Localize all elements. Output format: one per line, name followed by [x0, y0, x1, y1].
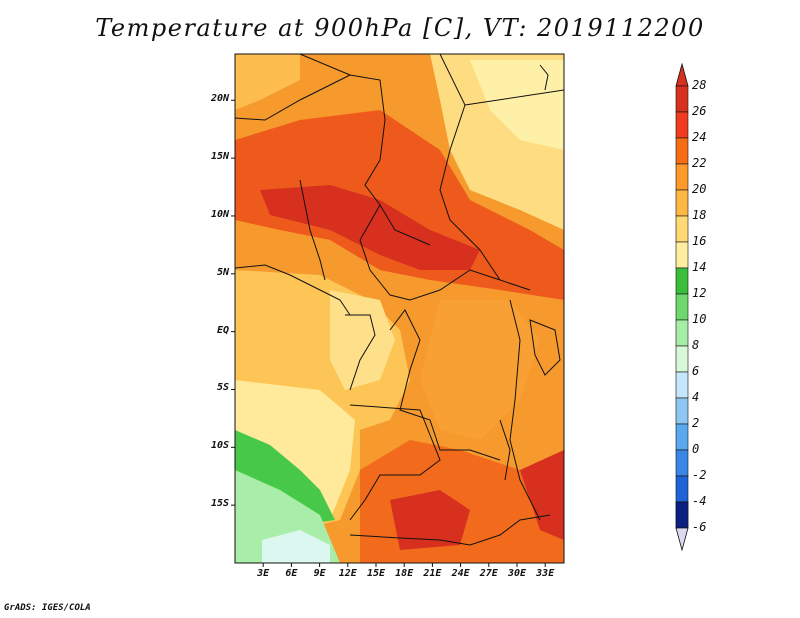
longitude-ticks: [262, 563, 546, 567]
colorbar-label-3: 22: [692, 156, 707, 170]
lon-label-0: 3E: [257, 568, 270, 579]
field-sw-cyan: [262, 530, 330, 563]
colorbar-box-15: [675, 475, 689, 503]
border-gulf-guinea: [235, 264, 351, 316]
colorbar-label-10: 8: [692, 338, 700, 352]
border-namibia-botswana: [349, 514, 551, 546]
lon-label-7: 24E: [451, 568, 470, 579]
colorbar-box-2: [675, 137, 689, 165]
colorbar-box-3: [675, 163, 689, 191]
lat-label-0: 20N: [210, 93, 229, 105]
temperature-field: [235, 54, 564, 563]
lon-label-1: 6E: [285, 568, 298, 579]
country-borders: [235, 54, 564, 546]
colorbar-top-arrow: [675, 62, 689, 87]
lat-label-2: 10N: [210, 208, 229, 220]
border-angola: [349, 404, 441, 521]
colorbar-label-14: 0: [692, 442, 700, 456]
lon-label-8: 27E: [479, 568, 498, 579]
colorbar-bottom-arrow: [675, 527, 689, 552]
colorbar-box-8: [675, 293, 689, 321]
lon-label-4: 15E: [366, 568, 386, 579]
colorbar-box-11: [675, 371, 689, 399]
colorbar-label-9: 10: [692, 312, 707, 326]
map-title: Temperature at 900hPa [C], VT: 201911220…: [95, 14, 705, 42]
field-east-central: [420, 300, 540, 440]
colorbar-label-17: -6: [692, 520, 707, 534]
field-south-hottest: [390, 490, 470, 550]
lat-label-1: 15N: [210, 151, 229, 163]
lat-label-4: EQ: [216, 324, 229, 336]
colorbar-box-0: [675, 85, 689, 113]
colorbar-label-12: 4: [692, 390, 700, 404]
colorbar-box-7: [675, 267, 689, 295]
lon-label-5: 18E: [395, 568, 414, 579]
border-car: [359, 204, 501, 301]
colorbar-label-16: -4: [692, 494, 707, 508]
border-chad-sudan: [439, 54, 531, 291]
border-drc: [389, 309, 501, 461]
field-sahel-hottest: [260, 185, 480, 270]
border-lakes: [509, 299, 541, 521]
colorbar-label-6: 16: [692, 234, 707, 248]
border-nigeria-west: [299, 179, 326, 281]
colorbar-label-4: 20: [692, 182, 707, 196]
colorbar-label-5: 18: [692, 208, 707, 222]
lat-label-6: 10S: [210, 440, 229, 452]
colorbar-box-9: [675, 319, 689, 347]
lon-label-9: 30E: [507, 568, 527, 579]
colorbar-box-lowest: [675, 501, 689, 529]
field-north-west: [235, 54, 300, 110]
field-north-east-palest: [470, 60, 564, 150]
lon-label-3: 12E: [338, 568, 357, 579]
colorbar-label-11: 6: [692, 364, 700, 378]
lon-label-10: 33E: [536, 568, 555, 579]
colorbar-label-15: -2: [692, 468, 707, 482]
colorbar-label-13: 2: [692, 416, 700, 430]
colorbar-label-1: 26: [692, 104, 707, 118]
colorbar-box-1: [675, 111, 689, 139]
border-gabon: [345, 314, 376, 391]
colorbar-label-7: 14: [692, 260, 707, 274]
colorbar-box-10: [675, 345, 689, 373]
colorbar: [675, 62, 689, 552]
border-niger-chad: [299, 54, 431, 246]
grads-credit: GrADS: IGES/COLA: [4, 603, 91, 613]
colorbar-box-12: [675, 397, 689, 425]
colorbar-box-14: [675, 449, 689, 477]
colorbar-box-4: [675, 189, 689, 217]
colorbar-box-6: [675, 241, 689, 269]
lon-label-6: 21E: [423, 568, 442, 579]
coast-nile-delta: [539, 64, 549, 91]
lake-tanganyika: [499, 419, 511, 481]
colorbar-label-2: 24: [692, 130, 707, 144]
border-libya-egypt: [464, 89, 564, 106]
colorbar-box-13: [675, 423, 689, 451]
lon-label-2: 9E: [313, 568, 326, 579]
lake-victoria: [529, 319, 561, 376]
field-mozambique-hot: [520, 450, 564, 540]
lat-label-3: 5N: [216, 266, 229, 278]
lat-label-5: 5S: [216, 382, 229, 394]
latitude-ticks: [231, 99, 235, 506]
colorbar-label-8: 12: [692, 286, 707, 300]
map-frame: [234, 53, 565, 564]
lat-label-7: 15S: [210, 498, 229, 510]
border-mali-algeria: [235, 74, 351, 121]
colorbar-label-0: 28: [692, 78, 707, 92]
colorbar-box-5: [675, 215, 689, 243]
